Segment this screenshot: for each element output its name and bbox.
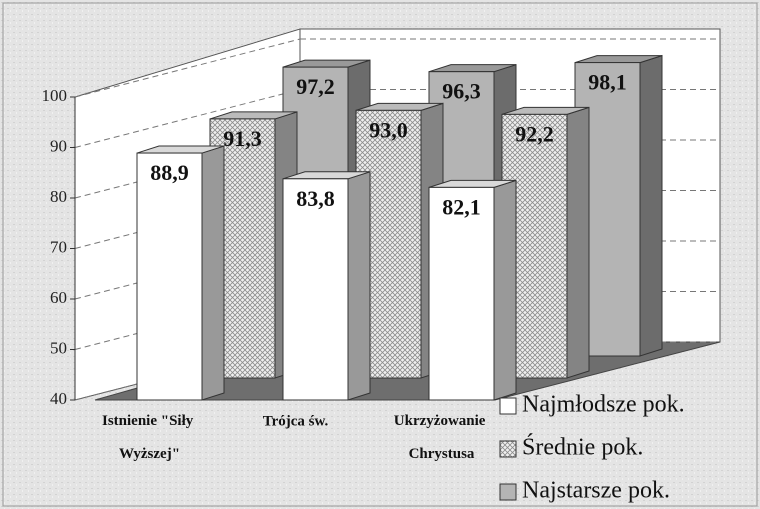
- bar-front: [136, 152, 203, 401]
- legend-label: Najmłodsze pok.: [522, 392, 685, 418]
- legend-label: Średnie pok.: [522, 434, 643, 461]
- value-label: 98,1: [588, 70, 627, 95]
- legend-swatch: [499, 440, 517, 458]
- bar-side: [493, 179, 517, 401]
- legend-label: Najstarsze pok.: [522, 478, 670, 504]
- bar-side: [201, 145, 225, 401]
- value-label: 93,0: [369, 117, 408, 142]
- bar-front: [428, 186, 495, 401]
- legend-swatch: [499, 483, 517, 501]
- value-label: 92,2: [515, 121, 554, 146]
- bar: [282, 171, 371, 401]
- y-tick-label: 100: [42, 86, 68, 105]
- plot: 40 50 60 70 80 90 100 97,2 96,3 98,1 91,3 93,0 92,2 8…: [42, 28, 721, 462]
- value-label: 83,8: [296, 186, 335, 211]
- bar: [136, 145, 225, 401]
- bar-front: [282, 178, 349, 401]
- value-label: 91,3: [223, 126, 262, 151]
- y-tick-label: 40: [50, 389, 67, 408]
- bar-side: [639, 54, 663, 357]
- y-tick-label: 70: [50, 237, 67, 256]
- grid-line: [74, 89, 301, 148]
- y-tick-label: 90: [50, 136, 67, 155]
- y-tick-label: 60: [50, 288, 67, 307]
- value-label: 97,2: [296, 74, 335, 99]
- value-label: 96,3: [442, 79, 481, 104]
- bar: [428, 179, 517, 401]
- x-tick-label: Istnienie "Siły Wyższej": [102, 413, 197, 462]
- value-label: 88,9: [150, 160, 189, 185]
- legend-swatch: [499, 397, 517, 415]
- bar-side: [347, 171, 371, 401]
- y-tick-label: 50: [50, 338, 67, 357]
- value-label: 82,1: [442, 194, 481, 219]
- bar-side: [566, 106, 590, 379]
- grid-line: [74, 38, 301, 98]
- x-tick-label: Trójca św.: [263, 413, 329, 429]
- x-tick-label: Ukrzyżowanie Chrystusa: [394, 413, 489, 462]
- y-tick-label: 80: [50, 187, 67, 206]
